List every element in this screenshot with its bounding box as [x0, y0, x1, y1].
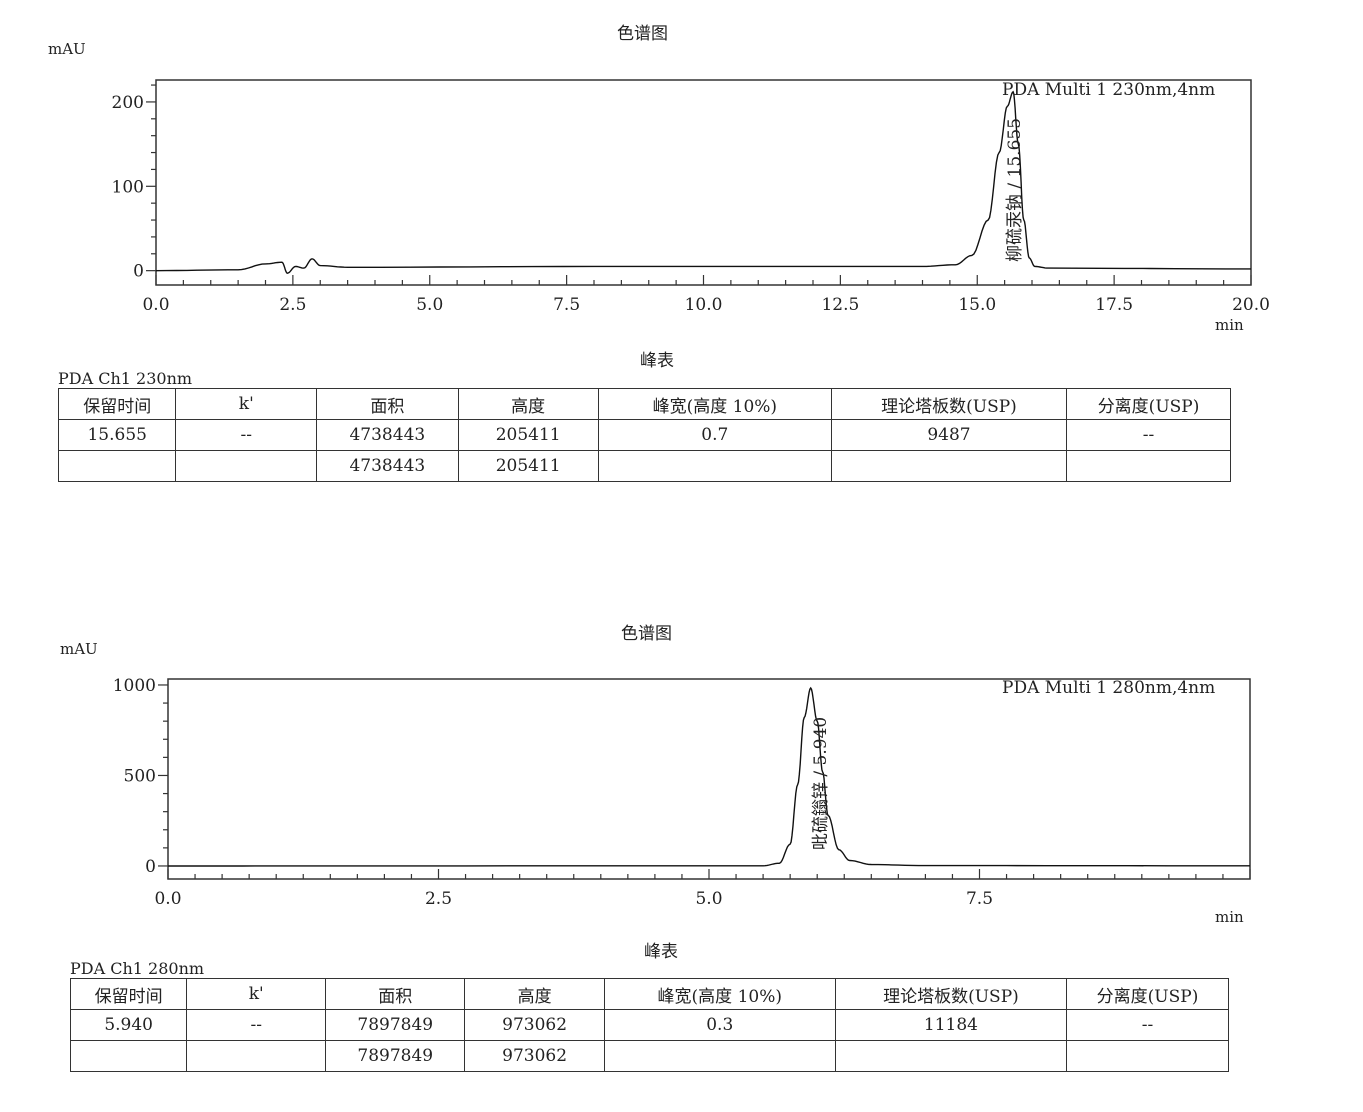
table-cell — [830, 450, 1068, 482]
chart2-ylabel: mAU — [60, 640, 98, 658]
peak-table-1: 保留时间 k' 面积 高度 峰宽(高度 10%) 理论塔板数(USP) 分离度(USP) 15… — [57, 388, 1231, 482]
table-cell: 4738443 — [316, 450, 459, 482]
x-tick-label: 2.5 — [279, 295, 306, 315]
table-cell: 11184 — [834, 1009, 1068, 1041]
y-tick-label: 1000 — [113, 676, 156, 696]
column-header: 理论塔板数(USP) — [834, 978, 1068, 1010]
table-cell: 7897849 — [325, 1040, 466, 1072]
table-cell — [603, 1040, 836, 1072]
table2-channel: PDA Ch1 280nm — [70, 959, 205, 978]
column-header: 高度 — [464, 978, 605, 1010]
column-header: 理论塔板数(USP) — [830, 388, 1068, 420]
column-header: 面积 — [316, 388, 459, 420]
table-cell — [597, 450, 832, 482]
table-header-row: 保留时间 k' 面积 高度 峰宽(高度 10%) 理论塔板数(USP) 分离度(USP) — [69, 978, 1229, 1010]
peak-table-2: 保留时间 k' 面积 高度 峰宽(高度 10%) 理论塔板数(USP) 分离度(USP) 5.… — [69, 978, 1229, 1072]
chart2-title: 色谱图 — [621, 624, 672, 644]
column-header: 分离度(USP) — [1066, 388, 1231, 420]
y-tick-label: 100 — [112, 177, 144, 197]
table-row: 4738443 205411 — [57, 450, 1231, 482]
chromatogram-trace — [155, 90, 1252, 274]
table-cell: 4738443 — [316, 419, 459, 451]
x-tick-label: 0.0 — [142, 295, 169, 315]
x-tick-label: 5.0 — [695, 889, 722, 909]
table-cell — [834, 1040, 1068, 1072]
x-tick-label: 2.5 — [425, 889, 452, 909]
table-cell: 205411 — [457, 419, 599, 451]
table-cell: 9487 — [830, 419, 1068, 451]
table1-channel: PDA Ch1 230nm — [58, 369, 193, 388]
table-cell: 15.655 — [57, 419, 177, 451]
chart1-xlabel: min — [1215, 316, 1244, 334]
x-tick-label: 7.5 — [553, 295, 580, 315]
table-cell — [1066, 1040, 1229, 1072]
table-cell: -- — [1066, 419, 1231, 451]
y-tick-label: 500 — [124, 766, 156, 786]
table-cell: 7897849 — [325, 1009, 466, 1041]
x-tick-label: 7.5 — [966, 889, 993, 909]
chromatogram-trace — [168, 686, 1251, 867]
table-cell: 0.7 — [597, 419, 832, 451]
column-header: 保留时间 — [57, 388, 177, 420]
table-cell: 973062 — [464, 1009, 605, 1041]
y-tick-label: 200 — [112, 93, 144, 113]
column-header: 分离度(USP) — [1066, 978, 1229, 1010]
table-header-row: 保留时间 k' 面积 高度 峰宽(高度 10%) 理论塔板数(USP) 分离度(USP) — [57, 388, 1231, 420]
table-row: 5.940 -- 7897849 973062 0.3 11184 -- — [69, 1009, 1229, 1041]
table-cell: -- — [175, 419, 318, 451]
column-header: k' — [186, 978, 327, 1010]
table-cell: -- — [1066, 1009, 1229, 1041]
table-cell — [69, 1040, 188, 1072]
plot-frame — [155, 79, 1252, 286]
x-tick-label: 0.0 — [154, 889, 181, 909]
chart1-ylabel: mAU — [48, 40, 86, 58]
column-header: 保留时间 — [69, 978, 188, 1010]
column-header: 高度 — [457, 388, 599, 420]
table-cell: 5.940 — [69, 1009, 188, 1041]
table2-title: 峰表 — [644, 942, 678, 962]
peak-label: 吡硫鎓锌 / 5.940 — [811, 717, 831, 850]
table-cell — [1066, 450, 1231, 482]
chart2-xlabel: min — [1215, 908, 1244, 926]
column-header: 峰宽(高度 10%) — [597, 388, 832, 420]
table-cell: 205411 — [457, 450, 599, 482]
x-tick-label: 10.0 — [685, 295, 723, 315]
table-cell — [57, 450, 177, 482]
x-tick-label: 5.0 — [416, 295, 443, 315]
table-cell — [175, 450, 318, 482]
column-header: k' — [175, 388, 318, 420]
y-tick-label: 0 — [133, 262, 144, 282]
peak-label: 柳硫汞钠 / 15.655 — [1005, 118, 1025, 262]
chart1-legend: PDA Multi 1 230nm,4nm — [1002, 80, 1216, 100]
table1-title: 峰表 — [640, 351, 674, 371]
x-tick-label: 12.5 — [821, 295, 859, 315]
column-header: 峰宽(高度 10%) — [603, 978, 836, 1010]
table-cell: -- — [186, 1009, 327, 1041]
y-tick-label: 0 — [145, 857, 156, 877]
x-tick-label: 17.5 — [1095, 295, 1133, 315]
table-row: 15.655 -- 4738443 205411 0.7 9487 -- — [57, 419, 1231, 451]
table-row: 7897849 973062 — [69, 1040, 1229, 1072]
chart2-legend: PDA Multi 1 280nm,4nm — [1002, 678, 1216, 698]
column-header: 面积 — [325, 978, 466, 1010]
x-tick-label: 15.0 — [958, 295, 996, 315]
table-cell — [186, 1040, 327, 1072]
chart1-title: 色谱图 — [617, 24, 668, 44]
plot-frame — [167, 678, 1251, 880]
table-cell: 0.3 — [603, 1009, 836, 1041]
x-tick-label: 20.0 — [1232, 295, 1270, 315]
table-cell: 973062 — [464, 1040, 605, 1072]
